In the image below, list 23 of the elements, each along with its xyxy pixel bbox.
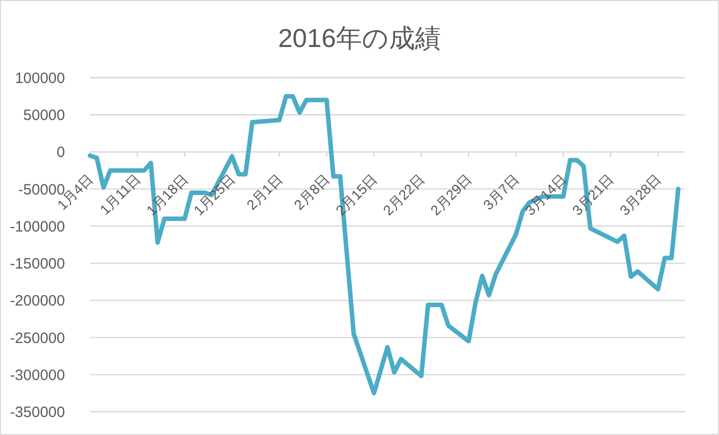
y-tick-label: -150000	[10, 256, 65, 273]
x-tick-label: 2月15日	[332, 170, 380, 218]
x-tick-label: 3月7日	[480, 170, 522, 213]
y-tick-label: 0	[56, 144, 65, 162]
y-tick-label: 50000	[23, 107, 65, 124]
x-tick-label: 1月25日	[190, 170, 238, 218]
x-tick-label: 2月29日	[427, 170, 475, 218]
x-tick-label: 3月14日	[522, 170, 570, 218]
y-tick-label: -250000	[10, 330, 65, 347]
y-tick-label: 100000	[14, 70, 65, 87]
y-tick-label: -350000	[10, 404, 65, 421]
x-tick-label: 2月1日	[243, 170, 286, 213]
y-tick-label: -50000	[18, 181, 65, 198]
y-tick-label: -100000	[10, 218, 65, 236]
x-tick-label: 1月18日	[143, 170, 191, 218]
title: 2016年の成績	[278, 23, 441, 53]
y-tick-label: -200000	[10, 292, 65, 310]
x-tick-label: 3月21日	[569, 170, 617, 218]
x-tick-label: 2月8日	[290, 170, 333, 213]
x-tick-label: 1月11日	[96, 170, 144, 218]
y-tick-label: -300000	[10, 366, 65, 384]
x-tick-label: 3月28日	[616, 170, 664, 218]
x-tick-label: 2月22日	[380, 170, 428, 218]
